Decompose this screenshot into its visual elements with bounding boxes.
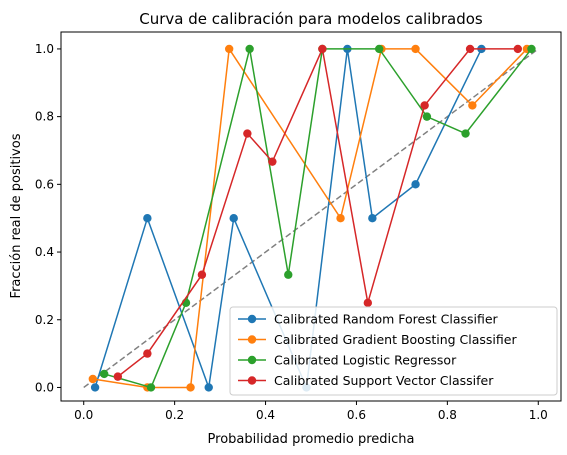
legend: Calibrated Random Forest Classifier Calib… [229, 306, 558, 396]
data-point [318, 44, 327, 54]
y-tick-label: 0.4 [35, 245, 54, 259]
series-line [117, 46, 518, 378]
data-point [143, 349, 152, 358]
reference-line-layer [83, 48, 539, 389]
y-tick-label: 0.8 [35, 110, 54, 124]
x-axis-label: Probabilidad promedio predicha [208, 432, 415, 447]
data-point [284, 270, 293, 279]
x-tick-label: 1.0 [529, 408, 548, 422]
chart-title: Curva de calibración para modelos calibr… [139, 10, 483, 28]
data-point [243, 129, 252, 138]
data-point [146, 383, 156, 392]
data-point [420, 101, 429, 110]
series-4 [113, 44, 523, 381]
y-tick-label: 0.0 [35, 380, 54, 394]
legend-item: Calibrated Support Vector Classifer [238, 373, 494, 388]
data-point [197, 270, 207, 279]
x-tick-label: 0.2 [165, 408, 184, 422]
data-point [143, 213, 152, 223]
legend-item: Calibrated Logistic Regressor [238, 353, 457, 368]
legend-label: Calibrated Gradient Boosting Classifier [274, 332, 517, 347]
data-point [468, 101, 477, 110]
data-point [99, 369, 109, 379]
data-point [422, 112, 432, 121]
legend-label: Calibrated Support Vector Classifer [274, 373, 494, 388]
legend-swatch-marker [247, 335, 257, 344]
data-point [268, 157, 277, 166]
x-axis-ticks: 0.0 0.2 0.4 0.6 0.8 1.0 [74, 401, 548, 422]
y-tick-label: 0.2 [35, 313, 54, 327]
data-point [224, 44, 234, 54]
y-axis-label: Fracción real de positivos [9, 133, 24, 298]
data-point [411, 44, 420, 54]
data-point [465, 44, 475, 54]
y-axis-ticks: 0.0 0.2 0.4 0.6 0.8 1.0 [35, 42, 61, 394]
legend-label: Calibrated Random Forest Classifier [274, 312, 499, 327]
legend-item: Calibrated Gradient Boosting Classifier [238, 332, 517, 347]
y-tick-label: 0.6 [35, 177, 54, 191]
legend-box [229, 306, 558, 396]
data-point [204, 383, 213, 392]
data-point [336, 213, 345, 223]
data-point [527, 44, 536, 54]
x-tick-label: 0.6 [347, 408, 366, 422]
data-point [513, 44, 523, 54]
data-point [411, 180, 420, 189]
x-tick-label: 0.8 [438, 408, 457, 422]
x-tick-label: 0.4 [256, 408, 275, 422]
perfect-calibration-line [83, 48, 539, 389]
data-point [461, 129, 470, 138]
legend-swatch-marker [247, 314, 257, 324]
data-point [88, 374, 98, 384]
plot-frame [60, 31, 562, 402]
legend-item: Calibrated Random Forest Classifier [238, 312, 499, 327]
data-point [368, 213, 377, 223]
data-point [186, 383, 195, 392]
data-point [245, 44, 254, 54]
y-tick-label: 1.0 [35, 42, 54, 56]
data-point [90, 383, 100, 392]
data-point [229, 213, 238, 223]
legend-label: Calibrated Logistic Regressor [274, 353, 457, 368]
legend-swatch-marker [247, 376, 257, 385]
series-line [103, 48, 533, 389]
data-point [363, 298, 373, 308]
data-point [113, 372, 123, 381]
legend-swatch-marker [247, 355, 257, 365]
data-point [374, 44, 384, 54]
x-tick-label: 0.0 [74, 408, 93, 422]
